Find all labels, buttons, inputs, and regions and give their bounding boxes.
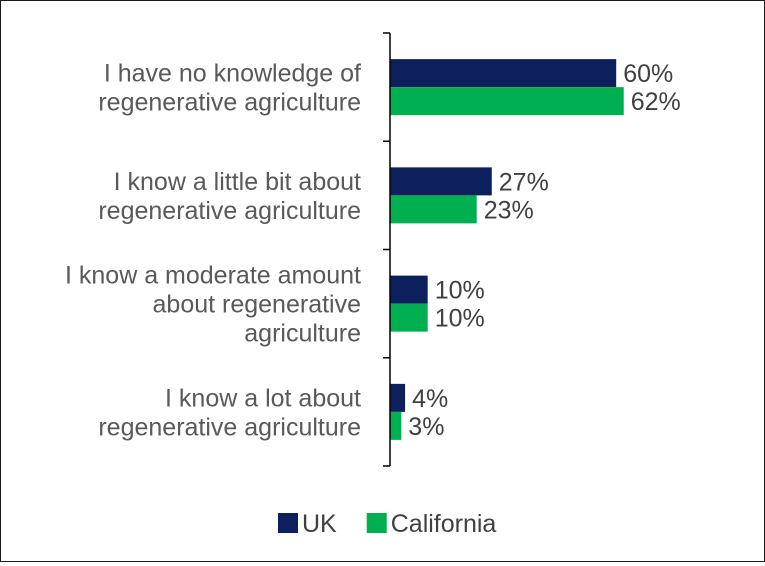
category-labels: I have no knowledge of regenerative agric…: [65, 60, 361, 442]
bar-california: [390, 87, 624, 116]
data-label: 3%: [408, 413, 444, 441]
legend-label: California: [391, 510, 497, 538]
data-label: 4%: [412, 385, 448, 413]
bars: [390, 59, 624, 440]
category-label-line: I know a moderate amount: [65, 262, 361, 290]
category-label: I know a little bit about regenerative ag…: [98, 168, 361, 225]
category-axis: [383, 32, 391, 467]
category-label-line: agriculture: [244, 320, 361, 348]
legend-label: UK: [302, 510, 337, 538]
bar-california: [390, 303, 428, 332]
data-label: 27%: [499, 168, 549, 196]
bar-uk: [390, 383, 406, 412]
legend: UK California: [278, 510, 496, 538]
category-label-line: regenerative agriculture: [98, 413, 361, 441]
data-label: 62%: [631, 88, 681, 116]
bar-uk: [390, 275, 428, 304]
bar-uk: [390, 59, 617, 88]
bar-uk: [390, 167, 492, 196]
category-label-line: I have no knowledge of: [104, 60, 361, 88]
category-label: I know a lot about regenerative agricultu…: [98, 384, 361, 441]
category-label-line: regenerative agriculture: [98, 89, 361, 117]
legend-swatch-uk: [278, 513, 298, 533]
category-label-line: I know a little bit about: [114, 168, 361, 196]
legend-swatch-california: [366, 513, 387, 533]
category-label-line: I know a lot about: [165, 384, 361, 412]
data-label: 60%: [623, 60, 673, 88]
value-labels: 60%62% 27%23% 10%10% 4%3%: [408, 60, 680, 441]
data-label: 10%: [435, 277, 485, 305]
category-label-line: about regenerative: [153, 291, 361, 319]
category-label: I have no knowledge of regenerative agric…: [98, 60, 361, 117]
data-label: 10%: [435, 305, 485, 333]
bar-california: [390, 411, 402, 440]
bar-california: [390, 195, 477, 224]
category-label-line: regenerative agriculture: [98, 197, 361, 225]
category-label: I know a moderate amount about regenerati…: [65, 262, 361, 348]
data-label: 23%: [484, 196, 534, 224]
